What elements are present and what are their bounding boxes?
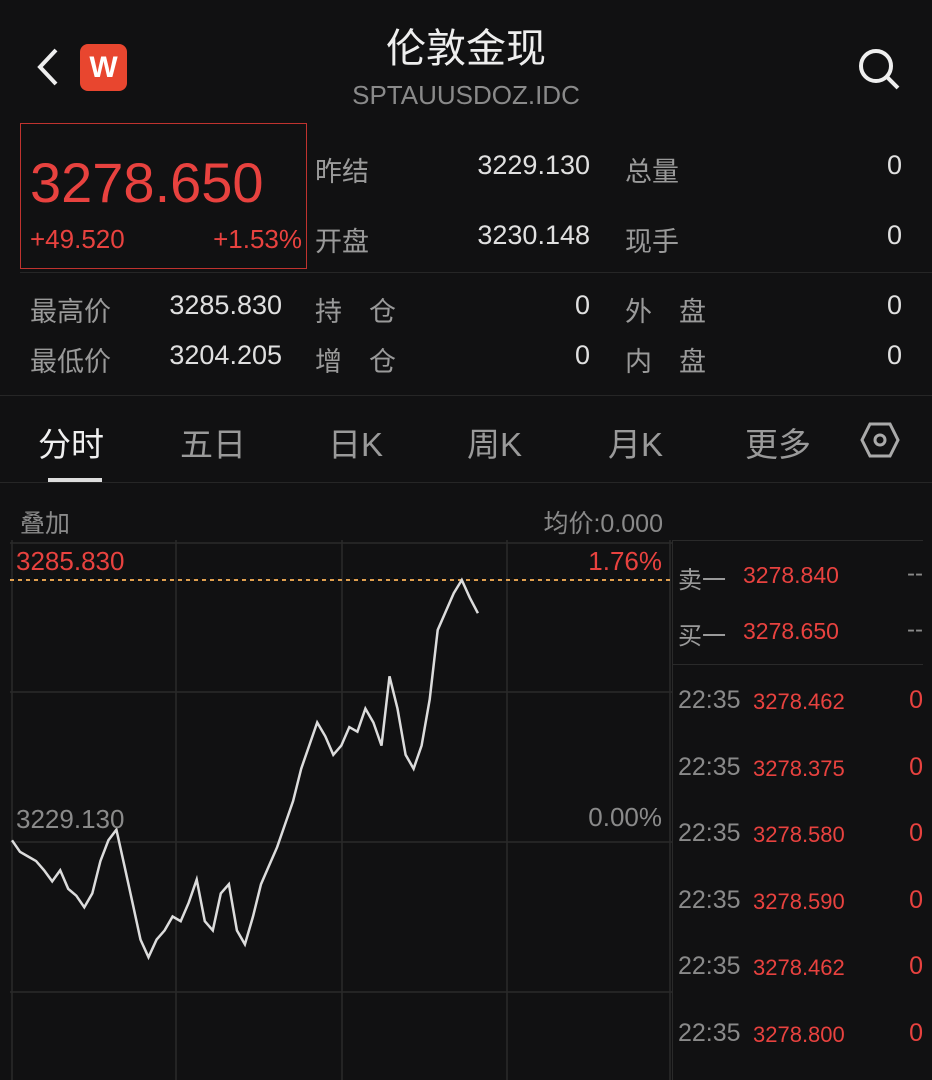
- prev-close-value: 3229.130: [477, 150, 590, 180]
- trade-time: 22:35: [678, 752, 741, 781]
- trade-time: 22:35: [678, 1018, 741, 1047]
- search-button[interactable]: [856, 46, 902, 97]
- trade-price: 3278.580: [753, 822, 845, 847]
- trade-price: 3278.462: [753, 689, 845, 714]
- tab-five-day[interactable]: 五日: [180, 426, 246, 463]
- trade-qty: 0: [909, 952, 923, 980]
- back-button[interactable]: [30, 44, 66, 90]
- volume-label: 总量: [625, 157, 679, 187]
- trade-qty: 0: [909, 752, 923, 781]
- trade-row: 22:35 3278.462 0: [673, 686, 932, 726]
- bid-qty: --: [907, 616, 923, 643]
- low-value: 3204.205: [169, 340, 282, 370]
- prev-close-label: 昨结: [315, 157, 369, 187]
- trade-time: 22:35: [678, 952, 741, 980]
- search-icon: [859, 49, 900, 90]
- ask-qty: --: [907, 560, 923, 587]
- trade-row: 22:35 3278.375 0: [673, 753, 932, 793]
- chevron-left-icon: [37, 48, 58, 86]
- trade-price: 3278.800: [753, 1021, 845, 1047]
- price-series-line: [10, 577, 480, 961]
- settings-button[interactable]: [860, 420, 900, 465]
- tab-active-indicator: [48, 478, 102, 482]
- trade-time: 22:35: [678, 686, 741, 714]
- oi-change-label: 增 仓: [315, 347, 396, 377]
- intraday-chart[interactable]: [0, 540, 672, 1080]
- divider: [673, 664, 923, 665]
- symbol-code: SPTAUUSDOZ.IDC: [352, 80, 580, 110]
- tab-more[interactable]: 更多: [745, 426, 811, 463]
- inner-value: 0: [886, 340, 902, 370]
- divider: [20, 272, 932, 273]
- open-value: 3230.148: [477, 220, 590, 250]
- last-price: 3278.650: [30, 151, 264, 214]
- low-label: 最低价: [30, 347, 111, 377]
- oi-change-value: 0: [574, 340, 590, 370]
- bid-label: 买一: [678, 623, 726, 650]
- last-vol-label: 现手: [625, 227, 679, 257]
- trade-time: 22:35: [678, 885, 741, 914]
- tab-daily-k[interactable]: 日K: [328, 426, 384, 463]
- last-vol-value: 0: [886, 220, 902, 250]
- trade-qty: 0: [909, 686, 923, 714]
- open-label: 开盘: [315, 227, 369, 257]
- tab-intraday[interactable]: 分时: [38, 426, 104, 463]
- inner-label: 内 盘: [625, 347, 706, 377]
- trade-row: 22:35 3278.580 0: [673, 819, 932, 859]
- price-change: +49.520: [30, 224, 125, 254]
- trade-row: 22:35 3278.800 0: [673, 1019, 932, 1059]
- price-change-pct: +1.53%: [213, 224, 302, 254]
- trade-time: 22:35: [678, 819, 741, 847]
- high-label: 最高价: [30, 297, 111, 327]
- price-box: [20, 123, 307, 269]
- top-price-label: 3285.830: [16, 546, 125, 576]
- trade-row: 22:35 3278.462 0: [673, 952, 932, 992]
- avg-price: 均价:0.000: [543, 510, 663, 538]
- trade-qty: 0: [909, 819, 923, 847]
- volume-value: 0: [886, 150, 902, 180]
- outer-label: 外 盘: [625, 297, 706, 327]
- outer-value: 0: [886, 290, 902, 320]
- open-interest-value: 0: [574, 290, 590, 320]
- tab-monthly-k[interactable]: 月K: [608, 426, 664, 463]
- order-book: 卖一 3278.840 -- 买一 3278.650 -- 22:35 3278…: [672, 540, 932, 1080]
- tab-weekly-k[interactable]: 周K: [467, 426, 523, 463]
- top-pct-label: 1.76%: [588, 546, 662, 576]
- overlay-button[interactable]: 叠加: [20, 510, 71, 538]
- divider: [0, 482, 932, 483]
- ask-price: 3278.840: [743, 562, 839, 588]
- trade-row: 22:35 3278.590 0: [673, 886, 932, 926]
- trade-price: 3278.462: [753, 955, 845, 980]
- divider: [673, 540, 923, 541]
- trade-price: 3278.590: [753, 888, 845, 914]
- bid-price: 3278.650: [743, 618, 839, 644]
- trade-qty: 0: [909, 885, 923, 914]
- ref-price-label: 3229.130: [16, 804, 125, 834]
- trade-price: 3278.375: [753, 755, 845, 781]
- ask-label: 卖一: [678, 567, 726, 594]
- open-interest-label: 持 仓: [315, 297, 396, 327]
- page-title: 伦敦金现: [386, 27, 546, 71]
- high-value: 3285.830: [169, 290, 282, 320]
- trade-qty: 0: [909, 1018, 923, 1047]
- app-logo: W: [80, 44, 127, 91]
- divider: [0, 395, 932, 396]
- ref-pct-label: 0.00%: [588, 802, 662, 832]
- hexagon-settings-icon: [860, 422, 900, 458]
